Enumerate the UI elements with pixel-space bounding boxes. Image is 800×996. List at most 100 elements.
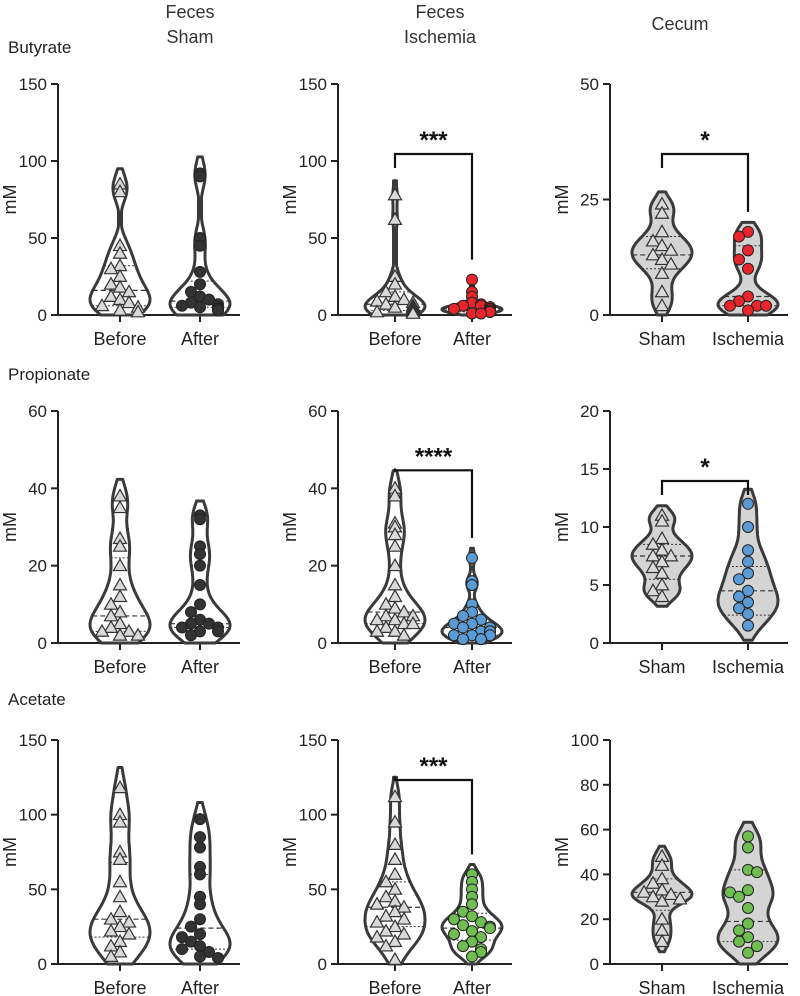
data-point-triangle xyxy=(654,857,670,871)
data-point-circle xyxy=(176,943,188,956)
data-point-circle xyxy=(733,590,745,603)
data-point-triangle xyxy=(636,884,652,898)
data-point-circle xyxy=(742,946,754,959)
y-tick-label: 0 xyxy=(318,634,327,653)
column-header-line1: Cecum xyxy=(651,14,709,34)
data-point-circle xyxy=(194,868,206,881)
data-point-circle xyxy=(194,239,206,252)
y-tick-label: 0 xyxy=(318,955,327,974)
x-category-label: Sham xyxy=(638,657,685,677)
y-tick-label: 10 xyxy=(580,518,599,537)
data-point-triangle xyxy=(378,874,394,888)
column-header-feces-ischemia: Feces Ischemia xyxy=(370,0,510,50)
data-point-triangle xyxy=(672,891,688,905)
data-point-circle xyxy=(742,884,754,897)
violin-outline xyxy=(363,469,427,645)
data-point-circle xyxy=(742,497,754,510)
data-point-circle xyxy=(742,830,754,843)
data-point-triangle xyxy=(121,294,137,309)
data-point-triangle xyxy=(103,288,119,302)
data-point-circle xyxy=(733,935,745,948)
data-point-circle xyxy=(194,898,206,911)
data-point-triangle xyxy=(405,615,421,630)
data-point-triangle xyxy=(378,619,394,634)
significance-label: *** xyxy=(419,753,448,780)
data-point-triangle xyxy=(654,251,670,266)
data-point-circle xyxy=(742,262,754,275)
data-point-triangle xyxy=(396,926,412,940)
data-point-triangle xyxy=(387,933,403,948)
data-point-circle xyxy=(724,299,736,312)
data-point-circle xyxy=(760,299,772,312)
data-point-triangle xyxy=(112,874,128,888)
data-point-circle xyxy=(194,170,206,183)
x-category-label: After xyxy=(181,329,219,349)
y-tick-label: 25 xyxy=(580,191,599,210)
violin-outline xyxy=(88,167,152,317)
data-point-circle xyxy=(733,573,745,586)
data-point-triangle xyxy=(387,299,403,313)
data-point-circle xyxy=(742,584,754,597)
data-point-circle xyxy=(194,548,206,561)
x-category-label: Before xyxy=(368,329,421,349)
x-category-label: After xyxy=(181,657,219,677)
data-point-triangle xyxy=(405,305,421,319)
violin-panel: 0 20 40 60 mM Before After **** xyxy=(280,402,512,677)
y-tick-label: 0 xyxy=(590,634,599,653)
y-tick-label: 100 xyxy=(571,731,599,750)
data-point-triangle xyxy=(654,893,670,907)
significance-bracket xyxy=(660,152,750,212)
data-point-triangle xyxy=(112,904,128,918)
y-tick-label: 150 xyxy=(19,731,47,750)
x-category-label: Before xyxy=(368,657,421,677)
violin-outline xyxy=(168,801,232,966)
y-axis-label: mM xyxy=(552,837,572,867)
y-tick-label: 80 xyxy=(580,776,599,795)
data-point-triangle xyxy=(387,211,403,225)
data-point-circle xyxy=(212,952,224,965)
data-point-circle xyxy=(742,544,754,557)
data-point-triangle xyxy=(387,538,403,552)
data-point-triangle xyxy=(112,944,128,958)
data-point-triangle xyxy=(369,914,385,928)
data-point-circle xyxy=(457,621,469,634)
data-point-circle xyxy=(457,609,469,622)
y-tick-label: 20 xyxy=(308,557,327,576)
data-point-circle xyxy=(457,940,469,953)
data-point-triangle xyxy=(387,577,403,591)
data-point-triangle xyxy=(645,233,661,247)
data-point-circle xyxy=(466,898,478,911)
violin-panel: 0 20 40 60 mM Before After xyxy=(0,402,240,677)
data-point-triangle xyxy=(654,237,670,252)
data-point-triangle xyxy=(654,224,670,238)
data-point-triangle xyxy=(112,538,128,552)
y-axis-label: mM xyxy=(552,185,572,215)
data-point-circle xyxy=(742,619,754,632)
violin-panel: 0 50 100 150 mM Before After xyxy=(0,75,240,349)
data-point-circle xyxy=(742,608,754,620)
data-point-circle xyxy=(742,902,754,914)
violin-panel: 0 50 100 150 mM Before After *** xyxy=(280,731,512,996)
data-point-circle xyxy=(448,302,460,315)
x-category-label: Before xyxy=(93,657,146,677)
x-category-label: Ischemia xyxy=(712,329,785,349)
data-point-triangle xyxy=(378,923,394,937)
data-point-circle xyxy=(751,866,763,879)
data-point-triangle xyxy=(112,889,128,903)
violin-outline xyxy=(363,775,427,966)
data-point-triangle xyxy=(387,187,403,201)
data-point-triangle xyxy=(121,914,137,928)
y-tick-label: 0 xyxy=(590,955,599,974)
data-point-triangle xyxy=(378,908,394,922)
data-point-circle xyxy=(751,940,763,953)
data-point-triangle xyxy=(369,623,385,637)
x-category-label: Ischemia xyxy=(712,657,785,677)
data-point-circle xyxy=(733,602,745,615)
data-point-triangle xyxy=(387,918,403,933)
data-point-triangle xyxy=(663,548,679,562)
violin-outline xyxy=(363,179,427,317)
data-point-triangle xyxy=(378,938,394,952)
significance-bracket xyxy=(393,776,474,855)
data-point-circle xyxy=(742,244,754,257)
data-point-circle xyxy=(733,253,745,266)
